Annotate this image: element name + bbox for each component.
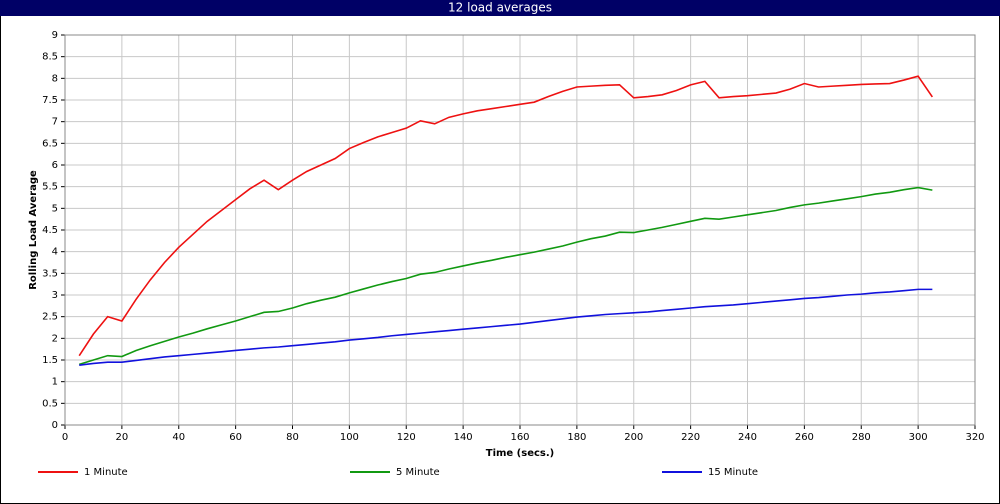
chart-title: 12 load averages [448,1,552,15]
legend-label: 15 Minute [708,467,758,478]
x-tick-label: 120 [397,432,416,443]
title-bar [0,0,1000,16]
x-tick-label: 200 [624,432,643,443]
x-tick-label: 260 [795,432,814,443]
x-tick-label: 0 [62,432,68,443]
series-line [78,186,933,366]
y-tick-label: 8.5 [42,52,58,63]
y-tick-label: 6.5 [42,138,58,149]
y-axis-label: Rolling Load Average [28,170,39,290]
x-tick-label: 160 [510,432,529,443]
x-tick-label: 80 [286,432,299,443]
series-line [79,288,933,366]
y-tick-label: 1 [52,377,58,388]
plot-border [64,34,976,426]
y-tick-label: 1.5 [42,355,58,366]
legend-label: 5 Minute [396,467,440,478]
x-tick-label: 280 [852,432,871,443]
x-tick-label: 240 [738,432,757,443]
y-tick-label: 8 [52,73,58,84]
y-tick-label: 5 [52,203,58,214]
x-tick-label: 320 [965,432,984,443]
y-tick-label: 2 [52,333,58,344]
legend-label: 1 Minute [84,467,128,478]
y-tick-label: 7.5 [42,95,58,106]
x-tick-label: 60 [229,432,242,443]
y-tick-label: 0 [52,420,58,431]
y-tick-label: 6 [52,160,58,171]
series-line [78,75,934,357]
y-tick-label: 4.5 [42,225,58,236]
x-tick-label: 20 [116,432,129,443]
x-tick-label: 100 [340,432,359,443]
x-tick-label: 300 [909,432,928,443]
y-tick-label: 7 [52,117,58,128]
y-tick-label: 4 [52,247,58,258]
x-tick-label: 220 [681,432,700,443]
y-tick-label: 3.5 [42,268,58,279]
y-tick-label: 9 [52,30,58,41]
y-tick-label: 0.5 [42,398,58,409]
x-axis-label: Time (secs.) [486,448,555,459]
y-tick-label: 3 [52,290,58,301]
y-tick-label: 2.5 [42,312,58,323]
x-tick-label: 40 [172,432,185,443]
x-tick-label: 140 [454,432,473,443]
y-tick-label: 5.5 [42,182,58,193]
x-tick-label: 180 [567,432,586,443]
